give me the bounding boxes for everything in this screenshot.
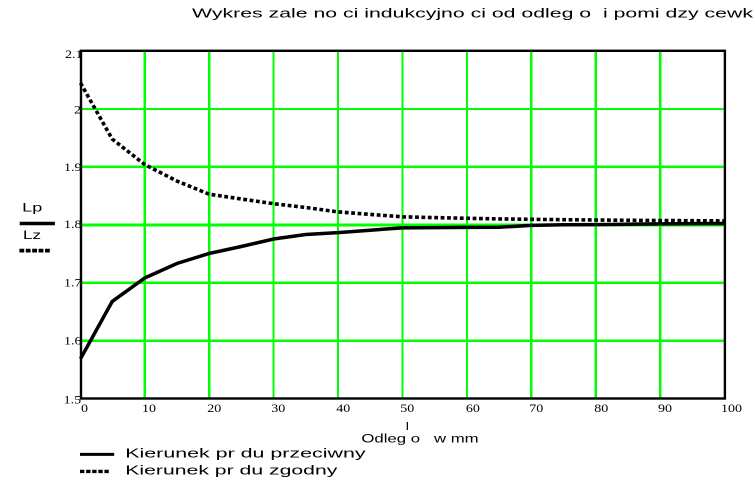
svg-text:Lz: Lz: [23, 229, 41, 242]
svg-text:100: 100: [721, 401, 743, 415]
svg-text:1.6: 1.6: [64, 334, 82, 348]
svg-text:Kierunek pr du przeciwny: Kierunek pr du przeciwny: [125, 446, 365, 461]
svg-text:20: 20: [207, 401, 222, 415]
svg-text:60: 60: [466, 401, 481, 415]
svg-text:70: 70: [529, 401, 544, 415]
svg-text:30: 30: [271, 401, 286, 415]
svg-text:90: 90: [658, 401, 673, 415]
svg-text:50: 50: [400, 401, 415, 415]
svg-text:Odleg o w mm: Odleg o w mm: [361, 432, 478, 445]
svg-text:80: 80: [594, 401, 609, 415]
svg-text:Lp: Lp: [22, 201, 42, 214]
svg-text:Kierunek pr du zgodny: Kierunek pr du zgodny: [125, 463, 337, 478]
svg-text:1.7: 1.7: [64, 276, 82, 290]
svg-text:2.1: 2.1: [65, 47, 83, 61]
svg-text:l: l: [406, 420, 409, 433]
svg-text:Wykres zale no ci indukcyjno c: Wykres zale no ci indukcyjno ci od odleg…: [192, 6, 753, 21]
svg-text:2: 2: [74, 103, 81, 117]
svg-text:1.9: 1.9: [64, 160, 82, 174]
svg-text:1.8: 1.8: [64, 217, 82, 231]
svg-text:10: 10: [142, 401, 157, 415]
svg-text:0: 0: [81, 401, 89, 415]
svg-text:1.5: 1.5: [64, 393, 82, 407]
svg-text:40: 40: [336, 401, 351, 415]
